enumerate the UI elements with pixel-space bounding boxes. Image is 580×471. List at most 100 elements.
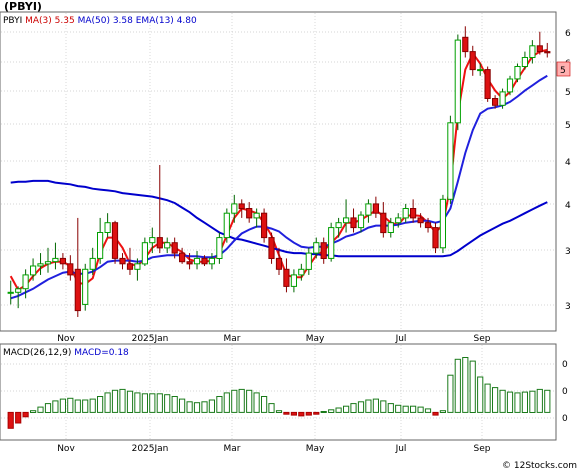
- macd-bar: [350, 403, 357, 414]
- macd-x-tick-label: 2025Jan: [132, 444, 169, 454]
- candle-up: [395, 217, 402, 224]
- macd-bar: [141, 393, 149, 413]
- candle-down: [268, 237, 275, 260]
- macd-bar: [261, 396, 268, 413]
- price-legend: PBYI MA(3) 5.35 MA(50) 3.58 EMA(13) 4.80: [3, 16, 197, 26]
- candle-up: [335, 222, 342, 229]
- price-y-tick-label: 4: [565, 201, 571, 211]
- price-legend-item-4: 3.58: [110, 16, 133, 26]
- candle-up: [298, 268, 305, 276]
- macd-bar: [59, 398, 66, 413]
- macd-y-tick-label: 0: [562, 414, 568, 424]
- price-x-tick-labels: Nov 2025Jan Mar May Jul Sep: [57, 334, 491, 344]
- macd-bar: [74, 399, 81, 413]
- macd-y-tick-label: 0: [562, 360, 568, 370]
- candle-up: [134, 263, 141, 270]
- macd-bar: [164, 394, 171, 413]
- candle-up: [454, 39, 461, 124]
- candle-up: [104, 222, 111, 233]
- macd-bar: [67, 397, 74, 413]
- candle-up: [387, 222, 394, 233]
- macd-legend-item-1: MACD=0.18: [71, 348, 129, 358]
- macd-x-tick-label: Jul: [395, 444, 407, 454]
- macd-x-tick-label: Mar: [224, 444, 241, 454]
- candle-up: [216, 237, 223, 260]
- candle-up: [7, 291, 14, 294]
- chart-title: (PBYI): [4, 0, 42, 13]
- macd-bar: [275, 410, 283, 414]
- candle-down: [544, 51, 551, 54]
- price-legend-item-1: MA(3): [22, 16, 52, 26]
- macd-bar: [536, 388, 543, 413]
- macd-bar: [439, 410, 446, 414]
- macd-bar: [179, 398, 186, 413]
- macd-x-tick-labels: Nov 2025Jan Mar May Jul Sep: [57, 444, 491, 454]
- price-y-tick-label: 5: [565, 121, 571, 131]
- ema13-line: [10, 74, 548, 300]
- candle-up: [506, 78, 514, 93]
- candle-up: [447, 122, 454, 200]
- price-y-tick-label: 3: [565, 247, 571, 257]
- price-legend-item-2: 5.35: [52, 16, 75, 26]
- candle-up: [89, 257, 96, 270]
- macd-bar: [246, 389, 253, 413]
- candle-up: [223, 212, 230, 239]
- macd-bar: [186, 401, 193, 413]
- macd-bar: [193, 402, 201, 413]
- macd-bar: [44, 403, 52, 414]
- macd-bar: [424, 408, 432, 413]
- candle-up: [521, 57, 528, 67]
- price-x-tick-label: 2025Jan: [132, 334, 169, 344]
- macd-bar: [238, 388, 245, 413]
- macd-bar: [126, 390, 134, 414]
- candle-down: [417, 217, 424, 224]
- macd-bar: [499, 389, 506, 413]
- macd-x-tick-label: Nov: [57, 444, 75, 454]
- macd-x-tick-label: May: [306, 444, 325, 454]
- macd-y-tick-label: 0: [562, 387, 568, 397]
- price-y-tick-label: 3: [565, 302, 571, 312]
- candle-up: [231, 203, 238, 214]
- price-legend-item-5: EMA(13): [133, 16, 174, 26]
- macd-bar: [477, 376, 484, 413]
- macd-bar: [357, 401, 365, 413]
- macd-bar: [89, 398, 96, 413]
- macd-legend: MACD(26,12,9) MACD=0.18: [3, 348, 129, 358]
- candle-up: [439, 198, 446, 249]
- candle-down: [261, 212, 268, 239]
- price-x-tick-label: Jul: [395, 334, 407, 344]
- price-legend-item-3: MA(50): [75, 16, 110, 26]
- candle-up: [30, 265, 37, 276]
- candle-down: [350, 217, 357, 229]
- macd-bar: [343, 405, 350, 413]
- macd-bar: [104, 392, 111, 413]
- candle-down: [424, 222, 432, 229]
- macd-bar: [372, 398, 379, 413]
- candle-down: [201, 257, 208, 265]
- candle-up: [52, 257, 59, 263]
- macd-bar: [492, 387, 499, 413]
- macd-bar: [268, 403, 275, 414]
- macd-bar: [134, 392, 141, 413]
- macd-bar: [171, 396, 178, 413]
- macd-bar: [149, 393, 156, 413]
- candle-up: [97, 232, 104, 259]
- macd-bar: [231, 389, 238, 413]
- last-price-box: [556, 61, 571, 77]
- macd-x-tick-label: Sep: [474, 444, 491, 454]
- candle-up: [365, 203, 372, 216]
- macd-bar: [7, 411, 14, 429]
- macd-bars: [7, 357, 551, 429]
- macd-bar: [156, 393, 163, 413]
- macd-bar: [298, 411, 305, 417]
- price-y-tick-label: 4: [565, 158, 571, 168]
- macd-bar: [454, 358, 461, 413]
- macd-bar: [380, 400, 387, 413]
- price-candles: [7, 26, 551, 317]
- macd-bar: [216, 396, 223, 413]
- price-legend-item-6: 4.80: [174, 16, 197, 26]
- macd-bar: [30, 410, 37, 414]
- macd-y-tick-labels: 0 0 0: [562, 360, 568, 424]
- candle-down: [238, 203, 245, 209]
